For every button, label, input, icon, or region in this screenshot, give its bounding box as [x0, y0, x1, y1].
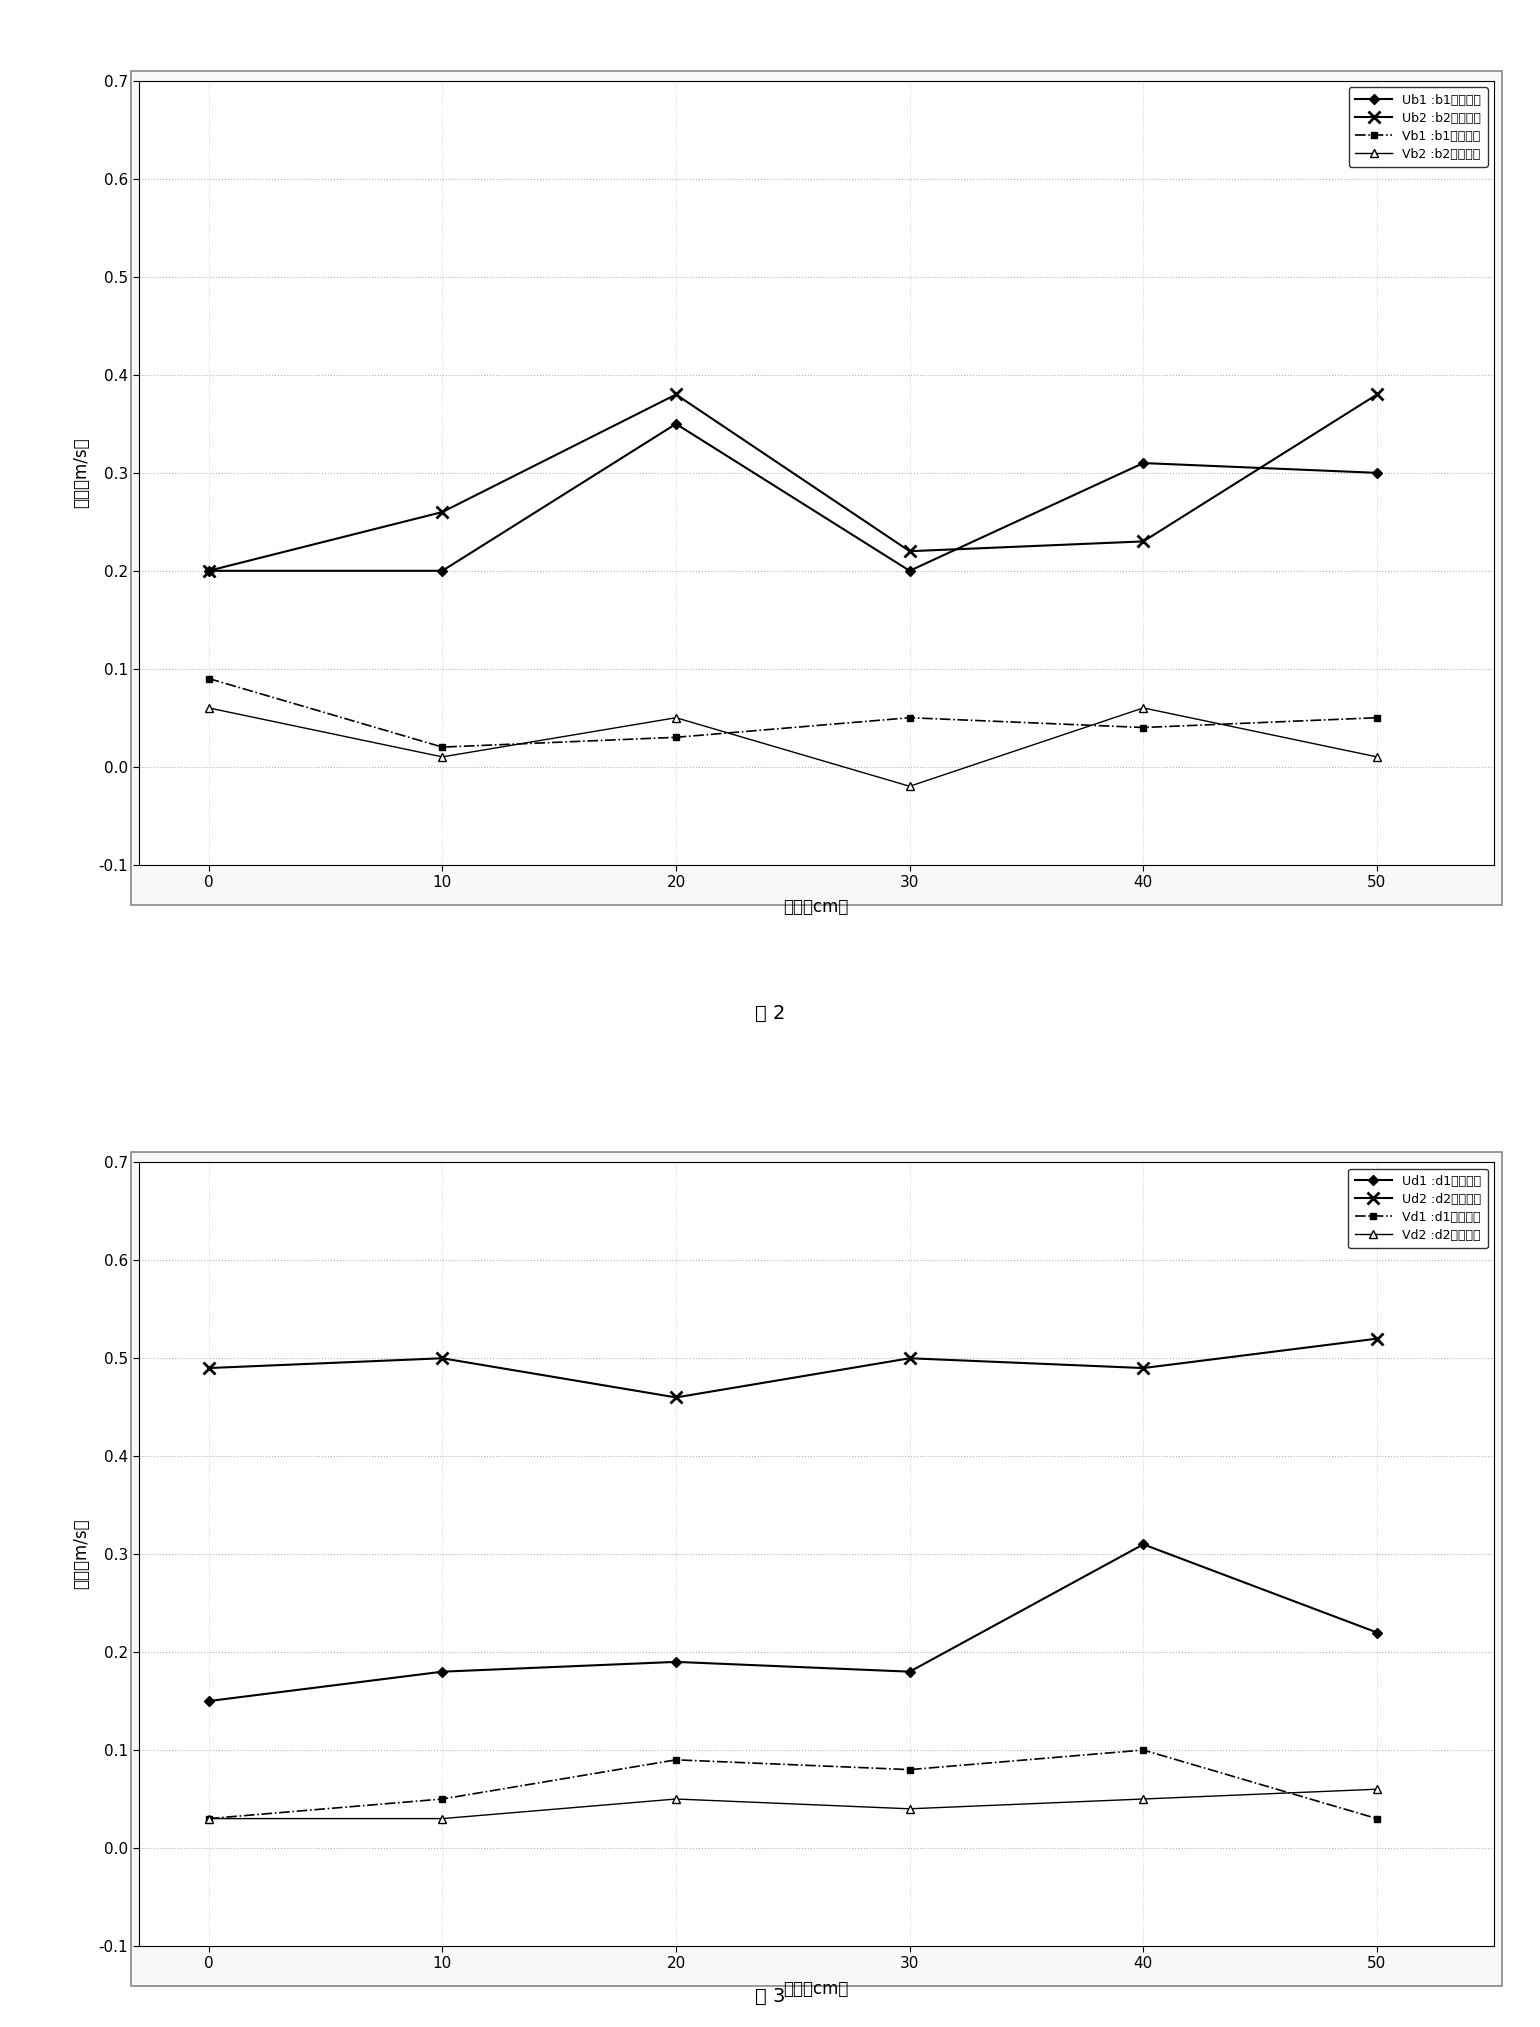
- Ub2 :b2纵向速度: [200, 559, 219, 584]
- Vb1 :b1横向速度: [433, 736, 451, 760]
- Line: Vd2 :d2横向速度: Vd2 :d2横向速度: [205, 1786, 1381, 1822]
- Line: Ud1 :d1纵向速度: Ud1 :d1纵向速度: [205, 1541, 1380, 1705]
- Ud1 :d1纵向速度: [901, 1660, 919, 1684]
- Vd1 :d1横向速度: [1133, 1737, 1152, 1761]
- Vd2 :d2横向速度: [1368, 1778, 1386, 1802]
- Ud1 :d1纵向速度: [667, 1650, 685, 1674]
- Vd2 :d2横向速度: [901, 1796, 919, 1820]
- Line: Vb2 :b2横向速度: Vb2 :b2横向速度: [205, 703, 1381, 791]
- Ud2 :d2纵向速度: [200, 1356, 219, 1380]
- Ud2 :d2纵向速度: [433, 1346, 451, 1370]
- Line: Ub2 :b2纵向速度: Ub2 :b2纵向速度: [203, 389, 1383, 576]
- Text: 图 2: 图 2: [755, 1003, 785, 1024]
- Vb1 :b1横向速度: [667, 726, 685, 750]
- Ub2 :b2纵向速度: [1133, 529, 1152, 553]
- Ud2 :d2纵向速度: [1368, 1326, 1386, 1350]
- Vb2 :b2横向速度: [901, 774, 919, 799]
- Ud1 :d1纵向速度: [200, 1688, 219, 1713]
- Vd2 :d2横向速度: [433, 1806, 451, 1830]
- Line: Ud2 :d2纵向速度: Ud2 :d2纵向速度: [203, 1334, 1383, 1403]
- Vd1 :d1横向速度: [200, 1806, 219, 1830]
- Ud2 :d2纵向速度: [1133, 1356, 1152, 1380]
- Text: 图 3: 图 3: [755, 1986, 785, 2007]
- Vb2 :b2横向速度: [667, 705, 685, 730]
- Vd2 :d2横向速度: [667, 1788, 685, 1812]
- Ud2 :d2纵向速度: [901, 1346, 919, 1370]
- Ub1 :b1纵向速度: [1133, 450, 1152, 474]
- Ub2 :b2纵向速度: [901, 539, 919, 564]
- Vb1 :b1横向速度: [901, 705, 919, 730]
- Ub2 :b2纵向速度: [1368, 383, 1386, 407]
- Vb1 :b1横向速度: [200, 667, 219, 691]
- Ub1 :b1纵向速度: [200, 559, 219, 584]
- Ub1 :b1纵向速度: [901, 559, 919, 584]
- Ud1 :d1纵向速度: [433, 1660, 451, 1684]
- Vd2 :d2横向速度: [200, 1806, 219, 1830]
- Legend: Ud1 :d1纵向速度, Ud2 :d2纵向速度, Vd1 :d1横向速度, Vd2 :d2横向速度: Ud1 :d1纵向速度, Ud2 :d2纵向速度, Vd1 :d1横向速度, V…: [1349, 1170, 1488, 1249]
- Ub1 :b1纵向速度: [1368, 460, 1386, 484]
- Vd1 :d1横向速度: [901, 1757, 919, 1782]
- Line: Vb1 :b1横向速度: Vb1 :b1横向速度: [205, 675, 1380, 750]
- Vd1 :d1横向速度: [433, 1788, 451, 1812]
- Ud1 :d1纵向速度: [1133, 1532, 1152, 1557]
- Line: Ub1 :b1纵向速度: Ub1 :b1纵向速度: [205, 420, 1380, 574]
- Ud2 :d2纵向速度: [667, 1384, 685, 1409]
- Vb1 :b1横向速度: [1133, 716, 1152, 740]
- Vb2 :b2横向速度: [1368, 744, 1386, 768]
- X-axis label: 长度（cm）: 长度（cm）: [784, 898, 849, 916]
- Ub1 :b1纵向速度: [667, 411, 685, 436]
- Ub2 :b2纵向速度: [667, 383, 685, 407]
- Legend: Ub1 :b1纵向速度, Ub2 :b2纵向速度, Vb1 :b1横向速度, Vb2 :b2横向速度: Ub1 :b1纵向速度, Ub2 :b2纵向速度, Vb1 :b1横向速度, V…: [1349, 87, 1488, 166]
- Vd1 :d1横向速度: [1368, 1806, 1386, 1830]
- Line: Vd1 :d1横向速度: Vd1 :d1横向速度: [205, 1747, 1380, 1822]
- Ud1 :d1纵向速度: [1368, 1620, 1386, 1644]
- Vb2 :b2横向速度: [1133, 695, 1152, 720]
- X-axis label: 长度（cm）: 长度（cm）: [784, 1980, 849, 1999]
- Vb2 :b2横向速度: [200, 695, 219, 720]
- Vd1 :d1横向速度: [667, 1747, 685, 1772]
- Y-axis label: 速度（m/s）: 速度（m/s）: [72, 1518, 91, 1589]
- Ub2 :b2纵向速度: [433, 501, 451, 525]
- Vb1 :b1横向速度: [1368, 705, 1386, 730]
- Y-axis label: 速度（m/s）: 速度（m/s）: [72, 438, 91, 509]
- Ub1 :b1纵向速度: [433, 559, 451, 584]
- Vd2 :d2横向速度: [1133, 1788, 1152, 1812]
- Vb2 :b2横向速度: [433, 744, 451, 768]
